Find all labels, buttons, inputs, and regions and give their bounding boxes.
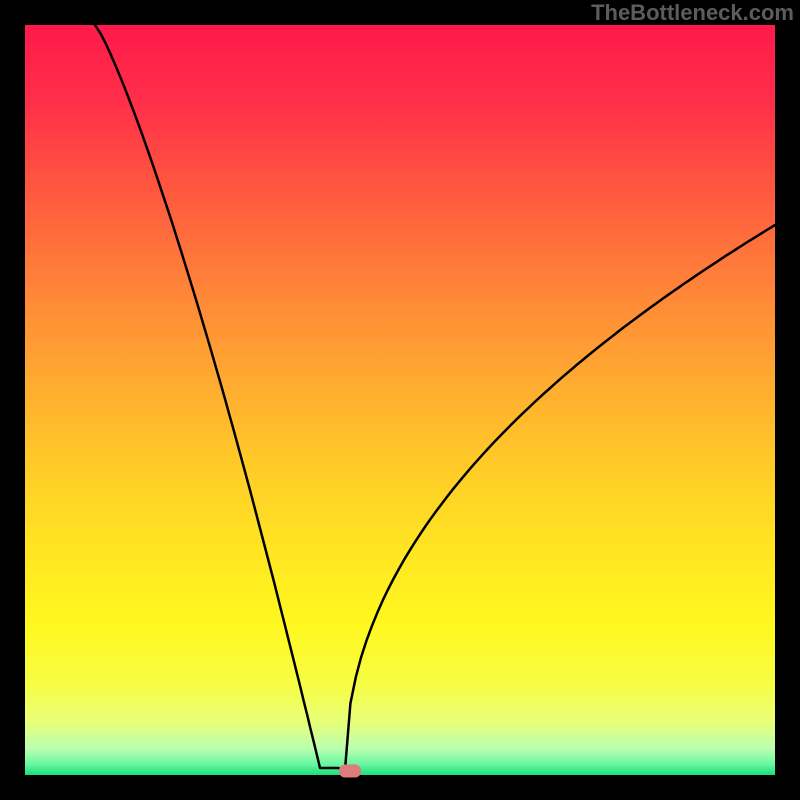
optimum-marker xyxy=(339,765,361,778)
bottleneck-chart-svg xyxy=(0,0,800,800)
chart-container: { "watermark": { "text": "TheBottleneck.… xyxy=(0,0,800,800)
plot-background xyxy=(25,25,775,775)
